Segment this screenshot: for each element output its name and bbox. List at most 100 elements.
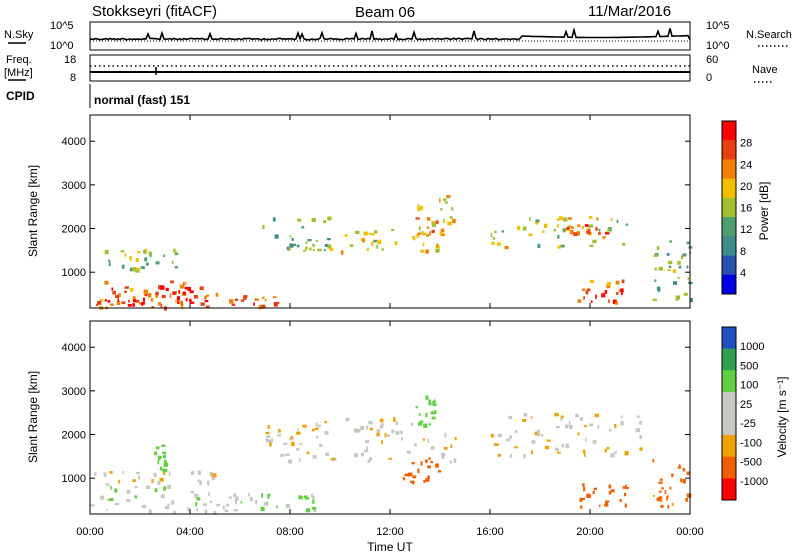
velocity-cell — [155, 488, 158, 492]
power-cell — [125, 253, 127, 257]
velocity-cell — [491, 434, 494, 438]
power-cell — [654, 255, 658, 257]
velocity-cell — [432, 417, 436, 420]
power-cell — [105, 250, 109, 254]
power-cell — [289, 244, 293, 248]
power-cell — [323, 220, 326, 223]
velocity-cell — [269, 440, 272, 443]
power-cell — [452, 219, 456, 223]
velocity-cell — [661, 487, 664, 489]
velocity-cell — [421, 461, 423, 465]
power-cell — [682, 253, 686, 256]
power-cell — [145, 249, 147, 253]
velocity-cell — [582, 483, 585, 486]
velocity-cell — [593, 491, 595, 494]
velocity-cell — [345, 418, 349, 421]
freq-label: Freq. — [6, 54, 32, 66]
velocity-cell — [312, 429, 315, 432]
power-cell — [592, 240, 596, 243]
velocity-cell — [609, 429, 611, 431]
power-colorbar-swatch — [722, 121, 736, 141]
velocity-cell — [266, 439, 269, 443]
velocity-cell — [171, 501, 174, 505]
power-panel-frame — [90, 115, 690, 308]
power-cell — [175, 251, 178, 253]
velocity-y-axis: 1000200030004000 — [62, 342, 690, 485]
power-cell — [144, 290, 148, 294]
power-cell — [687, 242, 690, 245]
velocity-cell — [267, 494, 270, 497]
velocity-cell — [151, 479, 153, 483]
power-cell — [112, 291, 116, 295]
velocity-cell — [110, 471, 113, 474]
velocity-cell — [381, 440, 383, 444]
power-cell — [243, 297, 247, 300]
velocity-cell — [250, 497, 253, 501]
velocity-cell — [455, 437, 457, 440]
power-cell — [364, 232, 368, 236]
power-cell — [146, 263, 149, 266]
power-ytick-label: 1000 — [62, 267, 86, 279]
power-cell — [582, 226, 584, 229]
power-cell — [194, 295, 198, 299]
velocity-cell — [444, 447, 448, 450]
power-cell — [677, 261, 681, 265]
power-colorbar-tick: 28 — [740, 138, 752, 150]
velocity-cell — [565, 425, 568, 429]
velocity-cell — [562, 444, 565, 448]
velocity-cell — [667, 495, 669, 497]
power-cell — [178, 290, 180, 294]
velocity-colorbar-swatch — [722, 370, 736, 392]
velocity-cell — [569, 421, 571, 425]
velocity-cell — [659, 482, 663, 484]
power-cell — [678, 277, 680, 279]
velocity-cell — [226, 504, 229, 507]
velocity-cell — [212, 473, 216, 477]
power-cell — [376, 245, 378, 249]
velocity-cell — [319, 444, 322, 447]
power-cell — [544, 224, 547, 228]
velocity-cell — [423, 439, 426, 441]
x-tick-labels: 00:00 04:00 08:00 12:00 16:00 20:00 00:00 — [76, 526, 704, 538]
velocity-cell — [296, 432, 300, 435]
power-cell — [687, 266, 689, 269]
power-cell — [607, 228, 610, 231]
velocity-cell — [585, 438, 587, 442]
power-cell — [185, 282, 187, 285]
velocity-cell — [313, 455, 317, 459]
velocity-cell — [637, 416, 640, 418]
power-cell — [170, 294, 172, 298]
power-cell — [350, 244, 354, 247]
velocity-cell — [361, 453, 364, 457]
velocity-cell — [423, 480, 425, 483]
power-cell — [491, 242, 495, 245]
velocity-cell — [312, 499, 314, 503]
velocity-cell — [685, 498, 688, 502]
power-cell — [273, 217, 276, 221]
power-cell — [616, 292, 619, 295]
velocity-cell — [156, 446, 160, 449]
power-cell — [185, 287, 188, 290]
velocity-cell — [395, 431, 399, 435]
power-cell — [235, 299, 238, 301]
velocity-cell — [450, 444, 452, 448]
velocity-cell — [419, 413, 421, 416]
power-cell — [297, 245, 300, 248]
power-cell — [505, 246, 509, 249]
power-cell — [657, 246, 660, 250]
velocity-cell — [639, 421, 642, 425]
velocity-cell — [261, 507, 265, 511]
power-cell — [420, 206, 423, 210]
velocity-cell — [412, 462, 415, 464]
power-cell — [96, 304, 98, 306]
velocity-cell — [583, 487, 585, 491]
power-cell — [166, 288, 169, 291]
velocity-cell — [225, 510, 229, 512]
velocity-cell — [427, 465, 431, 468]
velocity-cell — [368, 421, 372, 424]
velocity-cell — [366, 446, 368, 450]
velocity-heatmap — [91, 395, 692, 515]
power-colorbar-swatch — [722, 256, 736, 276]
power-cell — [125, 286, 129, 289]
velocity-colorbar-tick: -25 — [740, 418, 756, 430]
